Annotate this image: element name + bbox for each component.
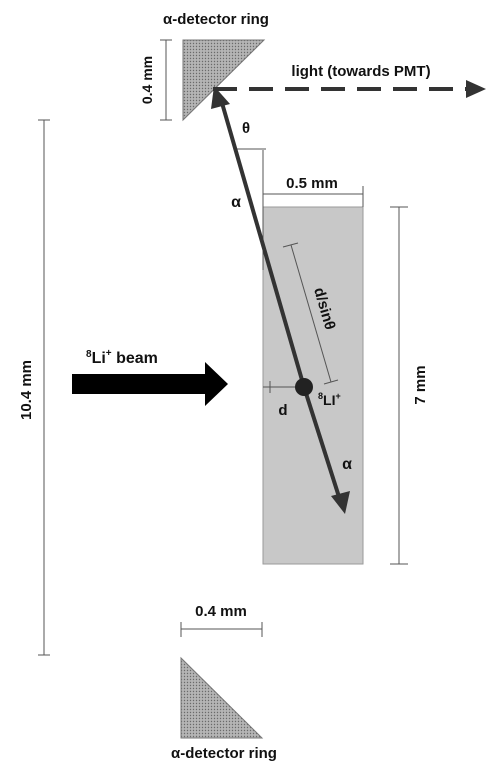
beam-label: 8Li+ beam: [86, 348, 158, 367]
interaction-point: [295, 378, 313, 396]
theta-label: θ: [242, 120, 250, 137]
ion-label-charge: +: [335, 391, 340, 401]
top-detector-triangle: [182, 39, 266, 122]
beam-label-rest: beam: [112, 350, 158, 367]
bottom-detector-label: α-detector ring: [171, 745, 277, 762]
beam-label-sup: 8: [86, 349, 92, 360]
alpha-down-label: α: [342, 456, 352, 473]
alpha-down-arrowhead: [331, 491, 350, 514]
beam-label-main: Li: [92, 350, 106, 367]
ion-label-sup: 8: [318, 391, 323, 401]
alpha-up-arrowhead: [211, 86, 230, 109]
dsin-dim-line: [290, 244, 332, 383]
top-detector-label: α-detector ring: [163, 11, 269, 28]
d-label: d: [278, 402, 287, 419]
det-width-label: 0.4 mm: [195, 603, 247, 620]
ion-label: 8LI+: [318, 391, 341, 408]
bottom-detector-triangle: [180, 656, 264, 739]
alpha-track-up: [218, 95, 306, 388]
beam-label-charge: +: [106, 348, 112, 359]
det-height-label: 0.4 mm: [139, 56, 155, 104]
alpha-track-down: [302, 386, 342, 501]
light-arrowhead: [466, 80, 486, 98]
total-height-label: 10.4 mm: [18, 360, 35, 420]
beam-arrow: [72, 362, 228, 406]
target: [262, 206, 364, 565]
alpha-up-label: α: [231, 194, 241, 211]
ion-label-main: LI: [323, 392, 335, 408]
target-width-label: 0.5 mm: [286, 175, 338, 192]
light-label: light (towards PMT): [291, 63, 430, 80]
target-height-label: 7 mm: [412, 365, 429, 404]
